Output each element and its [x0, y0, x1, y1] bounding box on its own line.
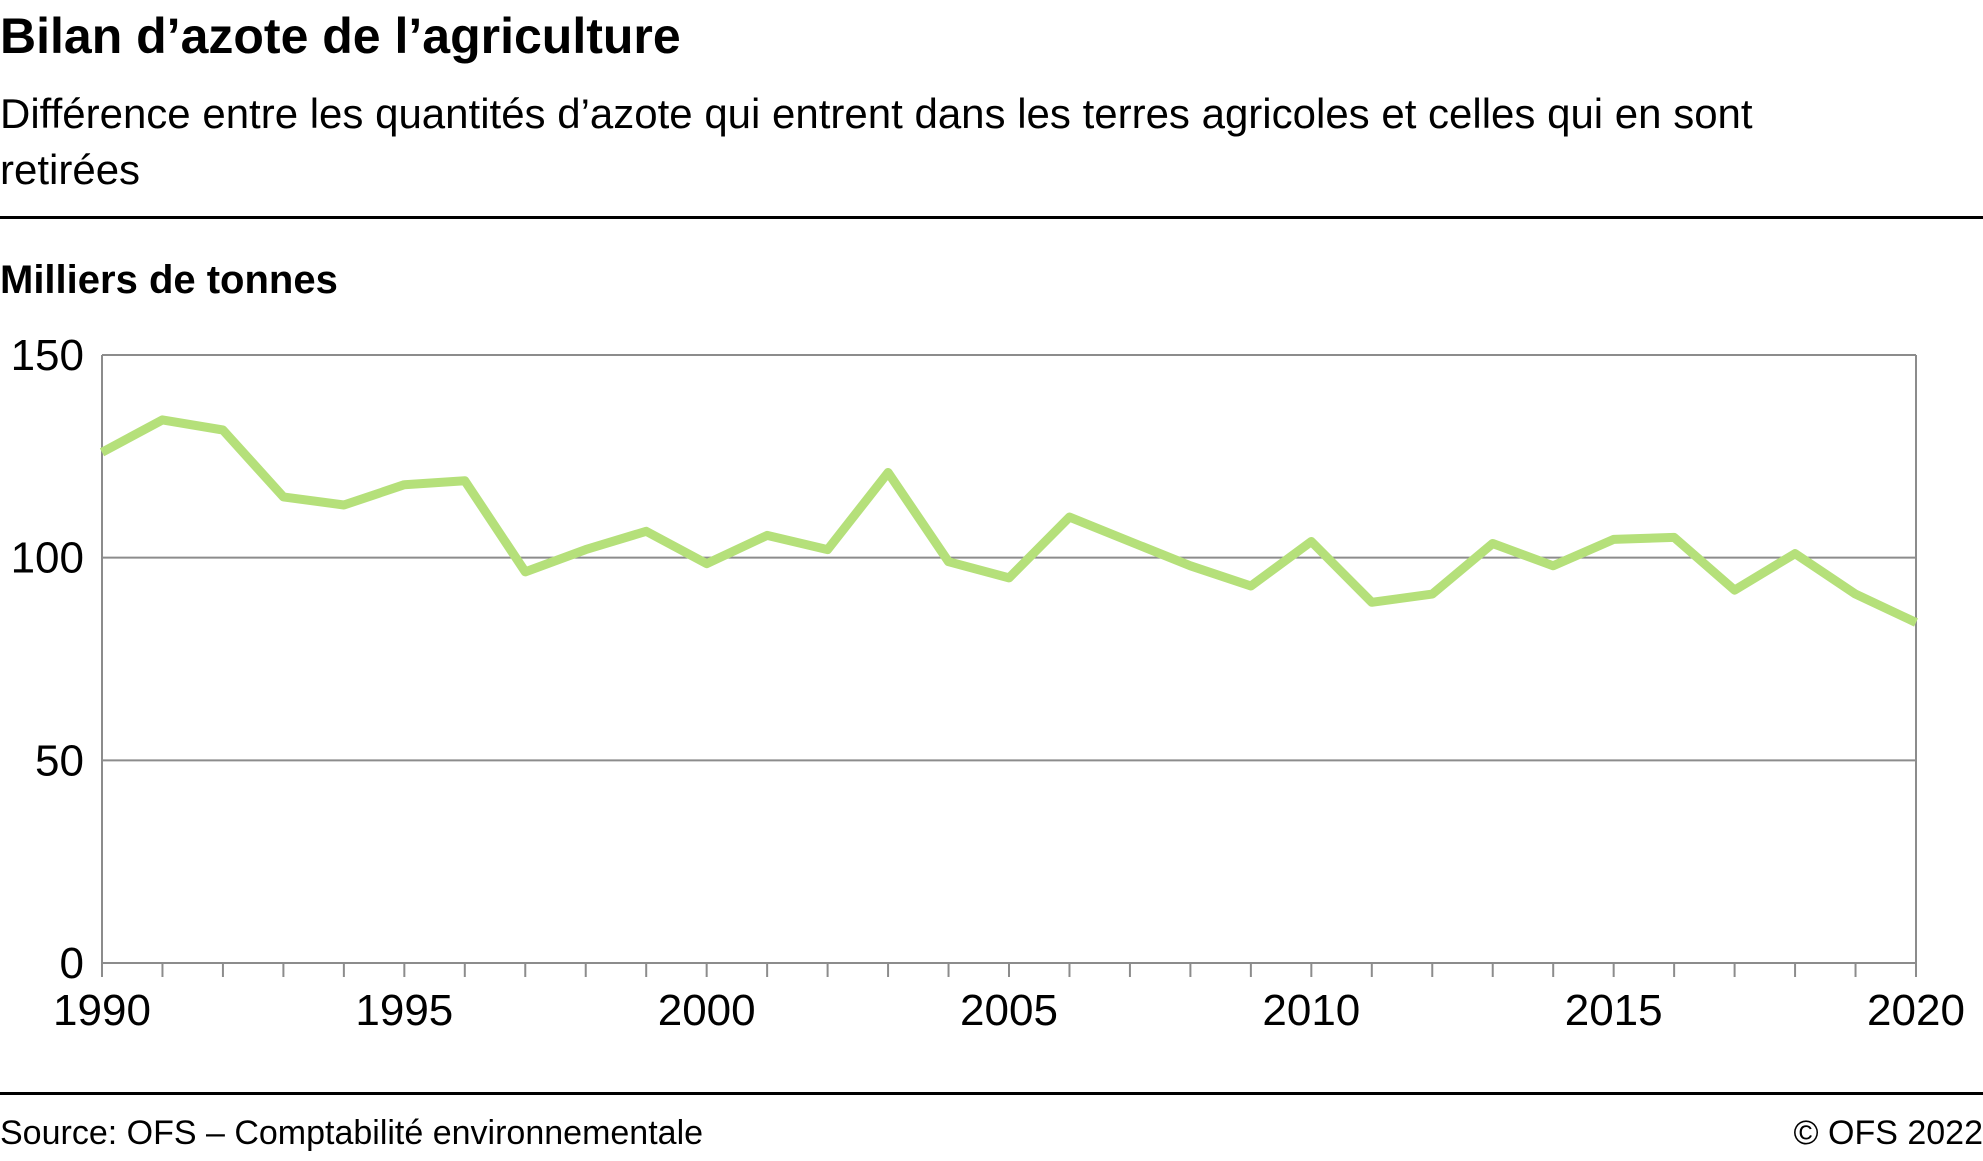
gridlines — [102, 354, 1916, 762]
y-axis-unit-label: Milliers de tonnes — [0, 258, 338, 302]
y-tick-label-150: 150 — [11, 331, 84, 380]
chart-subtitle: Différence entre les quantités d’azote q… — [0, 90, 1753, 193]
series — [99, 415, 1918, 627]
x-tick-label-2020: 2020 — [1867, 986, 1965, 1035]
y-tick-label-0: 0 — [60, 939, 84, 988]
x-tick-label-1995: 1995 — [355, 986, 453, 1035]
top-divider — [0, 216, 1983, 219]
x-axis-ticks — [101, 963, 1917, 977]
x-tick-label-2015: 2015 — [1565, 986, 1663, 1035]
y-tick-label-50: 50 — [35, 736, 84, 785]
axes — [101, 355, 1917, 964]
x-tick-label-1990: 1990 — [53, 986, 151, 1035]
x-tick-label-2010: 2010 — [1262, 986, 1360, 1035]
copyright-note: © OFS 2022 — [1793, 1114, 1983, 1152]
chart-title: Bilan d’azote de l’agriculture — [0, 8, 681, 64]
source-note: Source: OFS – Comptabilité environnement… — [0, 1114, 704, 1152]
bottom-divider — [0, 1092, 1983, 1095]
x-tick-label-2005: 2005 — [960, 986, 1058, 1035]
series-line-0 — [99, 415, 1918, 627]
x-tick-label-2000: 2000 — [658, 986, 756, 1035]
y-tick-label-100: 100 — [11, 534, 84, 583]
tick-labels: 0 50 100 150 1990 1995 2000 2005 2010 2015 2020 — [11, 331, 1965, 1035]
